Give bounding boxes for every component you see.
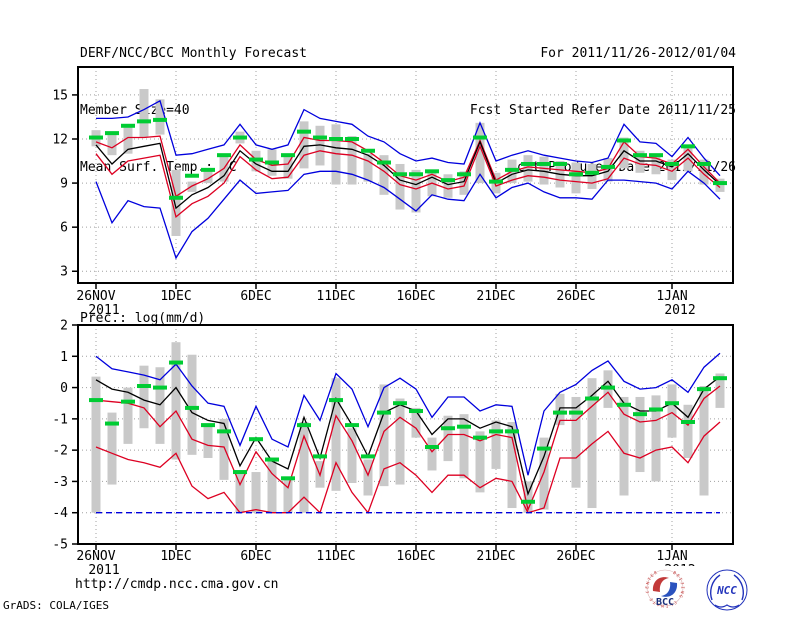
ncc-wreath-left — [710, 574, 721, 601]
x-tick-label: 26DEC — [556, 549, 595, 564]
y-tick-label: -4 — [52, 506, 68, 521]
x-tick-label: 21DEC — [476, 289, 515, 304]
x-tick-label: 26DEC — [556, 289, 595, 304]
precip-chart-title: Prec.: log(mm/d) — [80, 311, 206, 326]
envelope-upper-line — [95, 352, 721, 476]
plot-border — [77, 324, 734, 545]
y-tick-label: 1 — [60, 350, 68, 365]
x-tick-label: 1JAN — [656, 289, 687, 304]
x-tick-label: 11DEC — [316, 549, 355, 564]
y-tick-label: -2 — [52, 444, 68, 459]
x-year-label: 2012 — [664, 303, 695, 315]
green-dash-markers — [89, 117, 727, 200]
y-tick-label: -3 — [52, 475, 68, 490]
envelope-lower-line — [95, 170, 721, 260]
ncc-wave — [714, 604, 740, 608]
x-tick-label: 11DEC — [316, 289, 355, 304]
ensemble-spread-bars — [91, 342, 725, 513]
envelope-upper-line — [96, 99, 721, 177]
y-tick-label: 3 — [60, 265, 68, 280]
plot-border — [77, 66, 734, 284]
ensemble-spread-bars — [91, 89, 725, 236]
spread-lower-line — [95, 421, 721, 515]
y-tick-label: 0 — [60, 381, 68, 396]
precipitation-chart: 26NOV 1DEC 6DEC 11DEC 16DEC 21DEC 26DEC 1JAN201… — [52, 319, 734, 579]
ncc-wreath-right — [733, 574, 744, 601]
x-tick-label: 21DEC — [476, 549, 515, 564]
spread-upper-line — [95, 135, 721, 198]
ensemble-mean-line — [95, 376, 721, 496]
x-tick-label: 6DEC — [240, 289, 271, 304]
y-tick-label: 9 — [60, 177, 68, 192]
x-tick-label: 26NOV — [76, 549, 115, 564]
grads-credit: GrADS: COLA/IGES — [3, 599, 109, 612]
ncc-outer-circle — [706, 569, 748, 611]
temperature-chart: 26NOV 1DEC 6DEC 11DEC 16DEC 21DEC 26DEC 1JAN201… — [52, 66, 734, 315]
axis-labels: 26NOV 1DEC 6DEC 11DEC 16DEC 21DEC 26DEC 1JAN201… — [52, 88, 695, 315]
ensemble-mean-line — [95, 140, 721, 210]
x-tick-label: 1DEC — [160, 549, 191, 564]
x-year-label: 2011 — [88, 303, 119, 315]
agency-logos: BEIJING CLIMATE CENTER BCC NCC — [636, 566, 768, 614]
x-tick-label: 26NOV — [76, 289, 115, 304]
spread-upper-line — [95, 385, 721, 512]
x-tick-label: 6DEC — [240, 549, 271, 564]
y-tick-label: 2 — [60, 319, 68, 334]
axis-ticks — [72, 324, 673, 550]
forecast-range-label: For 2011/11/26-2012/01/04 — [540, 46, 736, 61]
y-tick-label: -1 — [52, 412, 68, 427]
y-tick-label: -5 — [52, 538, 68, 553]
x-tick-label: 16DEC — [396, 549, 435, 564]
bcc-logo: BEIJING CLIMATE CENTER BCC — [644, 569, 684, 608]
ncc-logo: NCC — [706, 569, 748, 611]
x-year-label: 2011 — [88, 563, 119, 578]
spread-lower-line — [95, 144, 721, 219]
bcc-logo-ring — [646, 569, 684, 607]
x-tick-label: 1DEC — [160, 289, 191, 304]
source-url: http://cmdp.ncc.cma.gov.cn — [75, 577, 279, 592]
axis-labels: 26NOV 1DEC 6DEC 11DEC 16DEC 21DEC 26DEC 1JAN201… — [52, 319, 695, 579]
y-tick-label: 12 — [52, 133, 68, 148]
page-title: DERF/NCC/BCC Monthly Forecast — [80, 46, 307, 61]
y-tick-label: 15 — [52, 88, 68, 103]
ncc-logo-label: NCC — [716, 584, 737, 597]
y-tick-label: 6 — [60, 221, 68, 236]
bcc-swirl-blue — [661, 582, 678, 597]
x-tick-label: 16DEC — [396, 289, 435, 304]
bcc-swirl-red — [652, 577, 669, 592]
green-dash-markers — [89, 360, 727, 504]
x-tick-label: 1JAN — [656, 549, 687, 564]
bcc-logo-label: BCC — [656, 597, 674, 608]
axis-ticks — [72, 94, 673, 289]
refer-date-label: Fcst Started Refer Date 2011/11/25 — [469, 103, 736, 118]
